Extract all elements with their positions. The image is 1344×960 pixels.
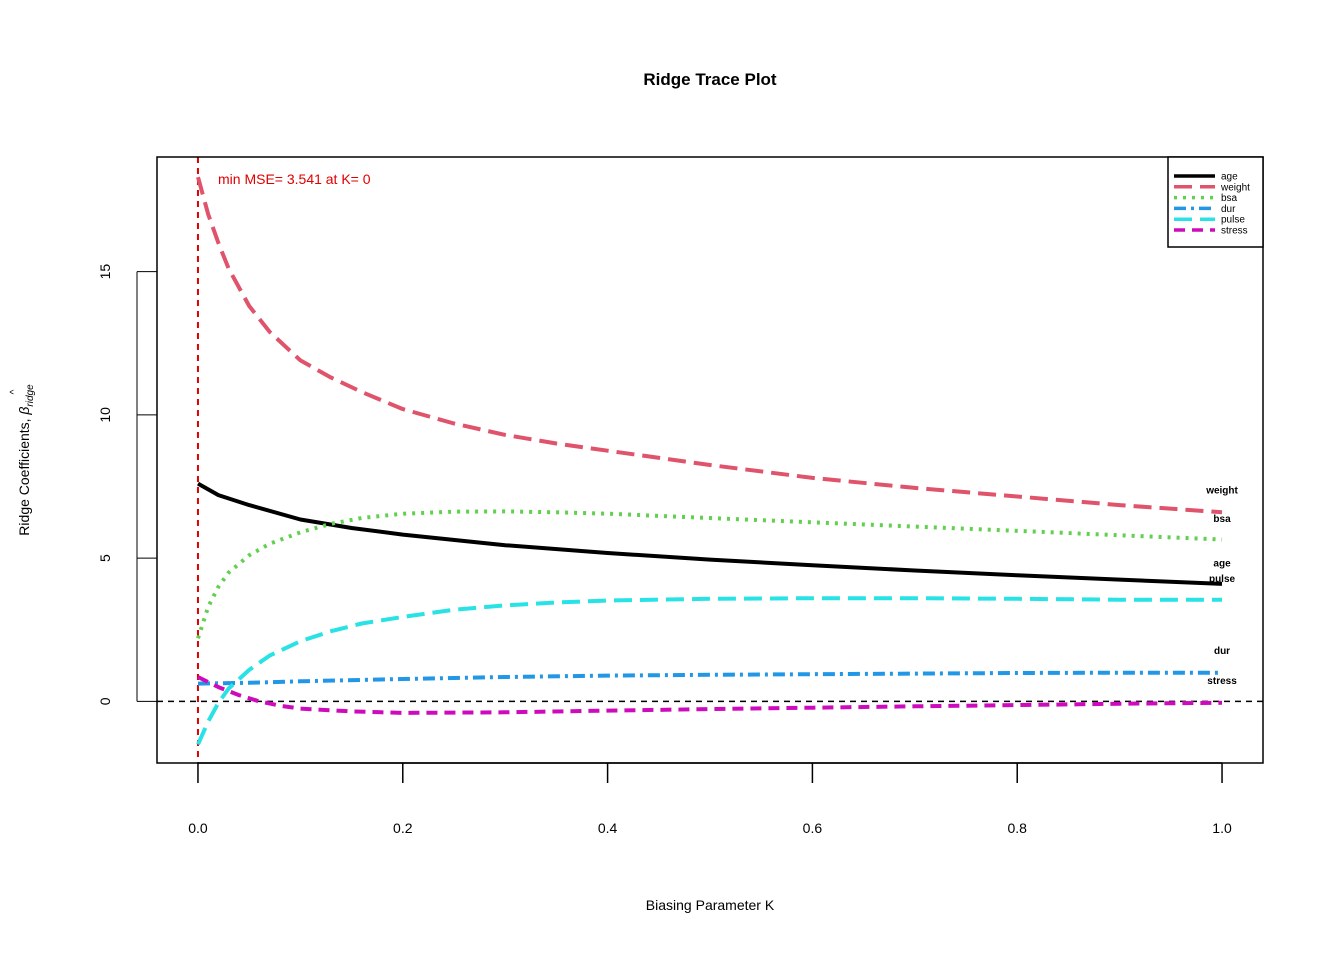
end-label-stress: stress	[1207, 676, 1237, 687]
legend-box	[1167, 156, 1264, 248]
y-axis: 0 5 10 15	[97, 264, 157, 705]
legend-label-age: age	[1221, 172, 1238, 183]
y-tick-label: 10	[97, 407, 113, 423]
x-tick-label: 0.8	[1007, 820, 1027, 836]
legend-label-dur: dur	[1221, 204, 1236, 215]
x-tick-label: 0.4	[598, 820, 618, 836]
y-tick-label: 15	[97, 264, 113, 280]
x-tick-label: 0.2	[393, 820, 413, 836]
end-label-weight: weight	[1205, 485, 1238, 496]
series-line-bsa	[196, 509, 1223, 640]
x-tick-label: 0.0	[188, 820, 208, 836]
end-label-bsa: bsa	[1213, 514, 1231, 525]
min-mse-annotation: min MSE= 3.541 at K= 0	[218, 171, 371, 187]
end-label-dur: dur	[1214, 646, 1230, 657]
series-line-weight	[196, 176, 1223, 515]
series-line-stress	[197, 675, 1223, 715]
legend-label-pulse: pulse	[1221, 215, 1245, 226]
y-axis-label-main: Ridge Coefficients,	[16, 415, 32, 536]
chart-title: Ridge Trace Plot	[643, 70, 777, 89]
y-tick-label: 0	[97, 697, 113, 705]
y-axis-label-sub: ridge	[25, 384, 36, 407]
y-axis-label: Ridge Coefficients, βridge	[16, 384, 36, 536]
x-tick-label: 0.6	[803, 820, 823, 836]
series-line-dur	[197, 670, 1222, 686]
legend-label-weight: weight	[1220, 182, 1250, 193]
legend-label-stress: stress	[1221, 226, 1248, 237]
plot-frame	[156, 156, 1264, 764]
x-axis: 0.0 0.2 0.4 0.6 0.8 1.0	[188, 762, 1232, 836]
y-tick-label: 5	[97, 554, 113, 562]
series-line-age	[197, 481, 1223, 586]
end-label-pulse: pulse	[1209, 574, 1236, 585]
x-tick-label: 1.0	[1212, 820, 1232, 836]
end-label-age: age	[1213, 558, 1231, 569]
plot-lines	[157, 157, 1263, 763]
y-axis-label-hat: ^	[9, 389, 20, 394]
y-axis-label-beta: β	[16, 407, 32, 416]
legend-label-bsa: bsa	[1221, 193, 1238, 204]
x-axis-label: Biasing Parameter K	[646, 897, 775, 913]
series-end-labels: weight bsa age pulse dur stress	[1205, 485, 1238, 687]
series-line-pulse	[196, 596, 1222, 746]
